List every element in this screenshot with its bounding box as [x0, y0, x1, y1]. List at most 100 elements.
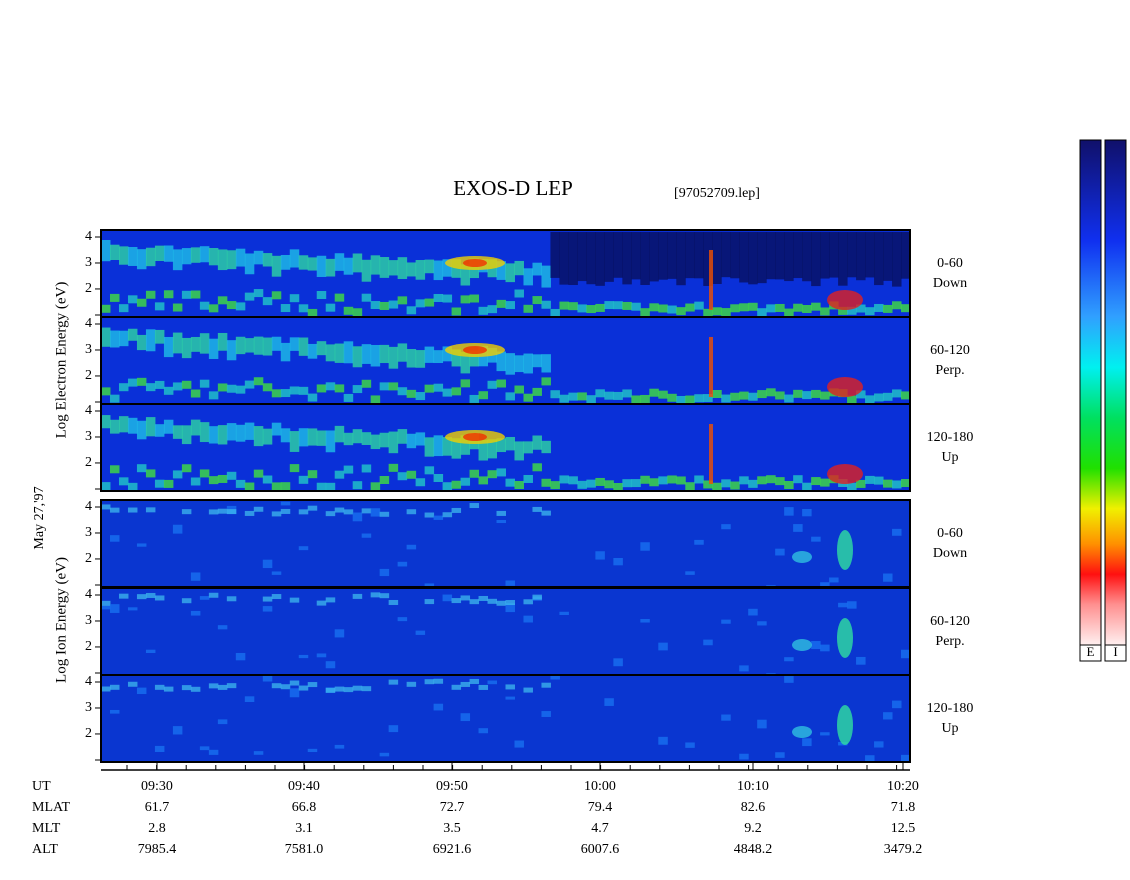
row-value: 09:30 [141, 779, 173, 794]
spectrogram-band [235, 248, 246, 267]
spectrogram-low [181, 290, 192, 299]
spectrogram-speck [433, 703, 444, 711]
spectrogram-band [496, 600, 506, 606]
spectrogram-low [325, 382, 336, 391]
spectrogram-band [505, 436, 515, 451]
spectrogram-low [541, 478, 551, 487]
spectrogram-band [226, 250, 237, 270]
spectrogram-low [496, 468, 506, 477]
spectrogram-speck [379, 752, 390, 757]
spectrogram-low [343, 306, 354, 315]
spectrogram-low [748, 479, 758, 488]
spectrogram-low [172, 382, 183, 391]
row-value: 4.7 [591, 821, 609, 836]
spectrogram-band [469, 350, 480, 367]
spectrogram-low [118, 304, 129, 313]
spectrogram-band [505, 353, 515, 375]
spectrogram-band [334, 686, 345, 692]
spectrogram-band [514, 260, 524, 276]
row-value: 72.7 [440, 800, 465, 815]
spectrogram-low [658, 476, 668, 485]
spectrogram-band [469, 599, 480, 605]
spectrogram-low [316, 384, 327, 393]
spectrogram-band [451, 259, 462, 278]
spectrogram-band [451, 438, 462, 459]
spectrogram-low [280, 389, 291, 398]
spectrogram-band [541, 265, 551, 288]
spectrogram-low [424, 384, 435, 393]
spectrogram-low [361, 379, 372, 388]
spectrogram-dark [784, 232, 794, 282]
spectrogram-band [523, 268, 533, 286]
spectrogram-blob [463, 259, 487, 267]
spectrogram-low [892, 301, 902, 310]
y-tick-label: 4 [85, 499, 92, 514]
spectrogram-dark [613, 232, 623, 278]
colorbar-label: E [1087, 644, 1095, 659]
spectrogram-low [478, 306, 489, 315]
spectrogram-speck [901, 649, 911, 659]
spectrogram-dark [658, 232, 668, 280]
spectrogram-low [469, 469, 480, 478]
spectrogram-dark [703, 232, 713, 286]
spectrogram-speck [244, 696, 255, 703]
row-value: 61.7 [145, 800, 170, 815]
spectrogram-low [190, 389, 201, 398]
spectrogram-band [253, 506, 264, 512]
spectrogram-low [622, 301, 632, 310]
y-tick-label: 4 [85, 403, 92, 418]
spectrogram-dark [676, 232, 686, 286]
spectrogram-dark [829, 232, 839, 278]
spectrogram-low [136, 377, 147, 386]
spectrogram-band [190, 247, 201, 263]
spectrogram-speck [379, 568, 390, 577]
spectrogram-band [154, 245, 165, 261]
row-name: ALT [32, 842, 58, 857]
spectrogram-dark [775, 232, 785, 280]
row-value: 7581.0 [285, 842, 324, 857]
spectrogram-band [136, 334, 147, 351]
spectrogram-speck [892, 528, 902, 536]
spectrogram-band [101, 504, 111, 510]
spectrogram-low [649, 303, 659, 312]
spectrogram-band [127, 681, 138, 687]
spectrogram-blob [792, 639, 812, 651]
panel-frame [100, 403, 911, 492]
spectrogram-band [415, 260, 426, 280]
spectrogram-band [289, 249, 300, 268]
spectrogram-speck [847, 601, 857, 609]
spectrogram-low [775, 303, 785, 312]
spectrogram-band [244, 422, 255, 440]
spectrogram-low [451, 387, 462, 396]
spectrogram-low [217, 296, 228, 305]
spectrogram-low [811, 389, 821, 398]
spectrogram-low [874, 476, 884, 485]
spectrogram-band [280, 342, 291, 362]
spectrogram-band [496, 438, 506, 453]
spectrogram-low [451, 480, 462, 489]
spectrogram-band [253, 336, 264, 355]
spectrogram-low [820, 391, 830, 400]
spectrogram-band [163, 419, 174, 434]
y-tick-label: 4 [85, 229, 92, 244]
spectrogram-low [352, 481, 363, 490]
spectrogram-band [208, 338, 219, 359]
spectrogram-speck [253, 751, 264, 755]
spectrogram-low [721, 479, 731, 488]
y-tick-label: 2 [85, 639, 92, 654]
spectrogram-band [478, 595, 489, 601]
spectrogram-speck [109, 535, 120, 542]
spectrogram-band [262, 428, 273, 445]
spectrogram-dark [550, 232, 560, 278]
spectrogram-band [280, 684, 291, 690]
spectrogram-low [352, 308, 363, 317]
spectrogram-band [325, 430, 336, 453]
spectrogram-low [604, 391, 614, 400]
spectrogram-band [181, 509, 192, 515]
spectrogram-low [586, 395, 596, 404]
spectrogram-band [181, 425, 192, 445]
spectrogram-dark [667, 232, 677, 279]
spectrogram-band [262, 596, 273, 602]
spectrogram-low [424, 466, 435, 475]
spectrogram-speck [361, 533, 372, 538]
